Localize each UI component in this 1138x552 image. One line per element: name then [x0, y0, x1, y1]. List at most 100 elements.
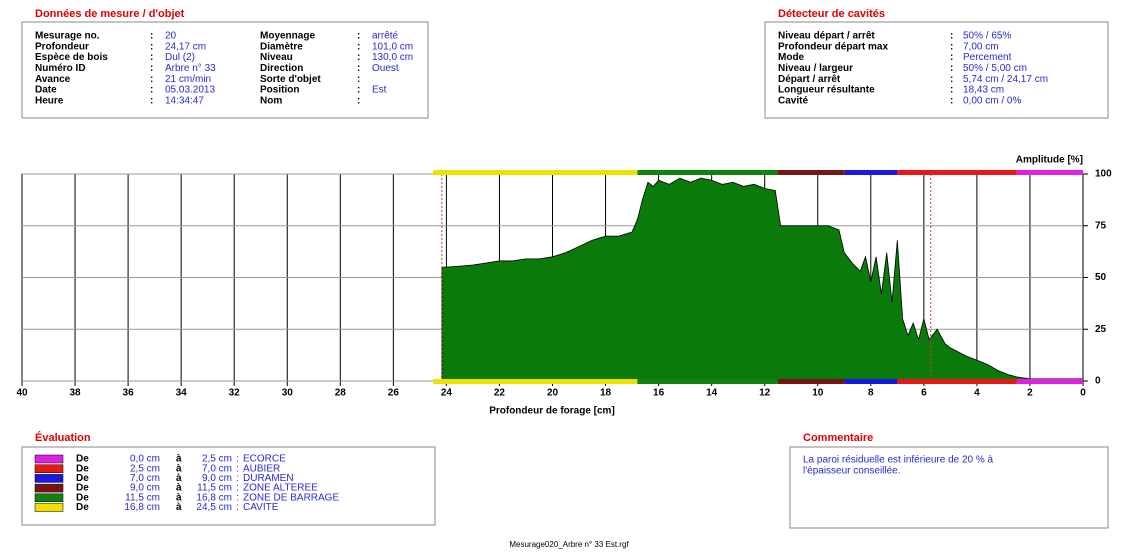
field-value: 50% / 5,00 cm — [963, 63, 1027, 74]
x-tick-label: 16 — [653, 388, 665, 399]
field-label: Sorte d'objet — [260, 74, 321, 85]
field-sep: : — [950, 63, 953, 74]
zone-swatch — [34, 503, 64, 512]
zone-to: 9,0 cm — [202, 473, 232, 484]
zone-swatch — [34, 454, 64, 464]
detector-box — [764, 21, 1109, 119]
field-sep: : — [357, 41, 360, 52]
evaluation-box — [21, 446, 436, 526]
measurement-box — [21, 21, 429, 119]
x-tick-label: 8 — [868, 388, 874, 399]
zone-bar — [1016, 170, 1083, 175]
y-tick-label: 100 — [1095, 169, 1112, 180]
field-sep: : — [950, 74, 953, 85]
footer: Mesurage020_Arbre n° 33 Est.rgf — [509, 540, 629, 549]
zone-from: 11,5 cm — [125, 492, 160, 503]
zone-sep: : — [236, 473, 239, 484]
zone-to-word: à — [176, 454, 182, 465]
y-tick-label: 75 — [1095, 220, 1107, 231]
field-label: Mesurage no. — [35, 31, 100, 42]
field-sep: : — [357, 63, 360, 74]
field-sep: : — [357, 74, 360, 85]
field-label: Profondeur départ max — [778, 41, 888, 52]
x-tick-label: 22 — [494, 388, 506, 399]
zone-from: 16,8 cm — [124, 502, 160, 513]
zone-from: 9,0 cm — [130, 483, 160, 494]
x-tick-label: 0 — [1080, 388, 1086, 399]
zone-to: 7,0 cm — [202, 463, 232, 474]
zone-bar — [637, 170, 778, 175]
x-tick-label: 14 — [706, 388, 718, 399]
zone-name: ECORCE — [243, 454, 286, 465]
zone-swatch — [34, 483, 64, 493]
zone-bar — [637, 379, 778, 384]
field-label: Niveau départ / arrêt — [778, 31, 875, 42]
zone-from-word: De — [76, 463, 89, 474]
field-value: arrêté — [372, 31, 399, 42]
field-sep: : — [150, 31, 153, 42]
x-axis-title: Profondeur de forage [cm] — [489, 406, 615, 417]
zone-bar — [777, 170, 845, 175]
x-tick-label: 34 — [176, 388, 188, 399]
field-sep: : — [150, 63, 153, 74]
field-label: Mode — [778, 52, 805, 63]
field-value: 0,00 cm / 0% — [963, 95, 1021, 106]
zone-from-word: De — [76, 492, 89, 503]
zone-from: 0,0 cm — [130, 454, 160, 465]
field-sep: : — [357, 52, 360, 63]
field-label: Position — [260, 85, 299, 96]
field-sep: : — [150, 52, 153, 63]
field-sep: : — [150, 74, 153, 85]
amplitude-area — [441, 177, 1084, 382]
x-tick-label: 38 — [69, 388, 81, 399]
zone-to: 11,5 cm — [197, 483, 232, 494]
comment-box — [789, 446, 1109, 529]
x-tick-label: 18 — [600, 388, 612, 399]
field-sep: : — [950, 41, 953, 52]
zone-to: 24,5 cm — [196, 502, 232, 513]
zone-name: AUBIER — [243, 463, 280, 474]
field-value: 21 cm/min — [165, 74, 211, 85]
field-label: Espèce de bois — [35, 52, 108, 63]
x-tick-label: 30 — [282, 388, 294, 399]
field-sep: : — [357, 85, 360, 96]
field-label: Direction — [260, 63, 303, 74]
zone-name: ZONE DE BARRAGE — [243, 492, 339, 503]
field-label: Numéro ID — [35, 63, 86, 74]
field-label: Cavité — [778, 95, 808, 106]
zone-from-word: De — [76, 483, 89, 494]
zone-to-word: à — [176, 502, 182, 513]
x-tick-label: 40 — [16, 388, 28, 399]
field-label: Niveau / largeur — [778, 63, 853, 74]
field-value: 20 — [165, 31, 177, 42]
zone-to: 2,5 cm — [202, 454, 232, 465]
y-tick-label: 25 — [1095, 324, 1107, 335]
field-label: Longueur résultante — [778, 85, 875, 96]
field-value: 14:34:47 — [165, 95, 204, 106]
x-tick-label: 10 — [812, 388, 824, 399]
zone-name: DURAMEN — [243, 473, 294, 484]
zone-to-word: à — [176, 463, 182, 474]
field-value: Percement — [963, 52, 1012, 63]
zone-from-word: De — [76, 502, 89, 513]
zone-to-word: à — [176, 473, 182, 484]
field-value: 7,00 cm — [963, 41, 999, 52]
field-value: Ouest — [372, 63, 399, 74]
zone-swatch — [34, 474, 64, 483]
zone-swatch — [34, 493, 64, 503]
field-sep: : — [150, 95, 153, 106]
x-tick-label: 12 — [759, 388, 771, 399]
zone-swatch — [34, 464, 64, 473]
zone-bar — [433, 379, 638, 384]
y-tick-label: 50 — [1095, 272, 1107, 283]
zone-from: 7,0 cm — [130, 473, 160, 484]
x-tick-label: 24 — [441, 388, 453, 399]
x-tick-label: 36 — [123, 388, 135, 399]
zone-sep: : — [236, 463, 239, 474]
field-sep: : — [950, 95, 953, 106]
zone-bar — [777, 379, 845, 384]
zone-bar — [844, 170, 898, 175]
comment-text: l'épaisseur conseillée. — [803, 466, 901, 477]
zone-name: ZONE ALTEREE — [243, 483, 318, 494]
field-sep: : — [150, 85, 153, 96]
